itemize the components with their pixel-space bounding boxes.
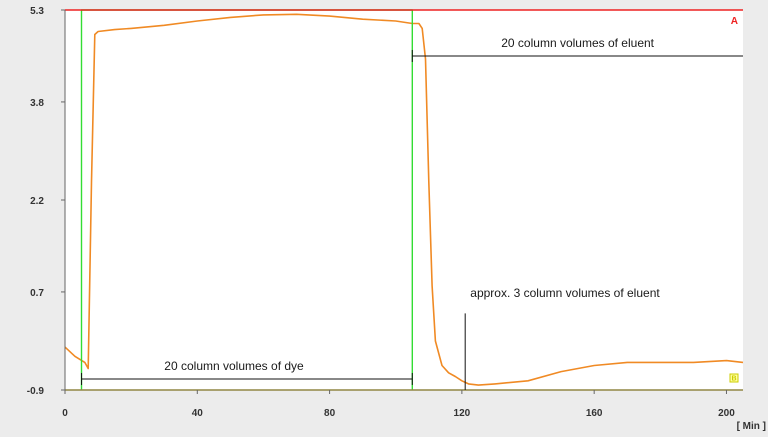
x-tick-label: 40 [192, 408, 204, 419]
x-tick-label: 200 [718, 408, 735, 419]
pointer-label: approx. 3 column volumes of eluent [470, 286, 660, 300]
y-tick-label: 2.2 [30, 196, 44, 207]
eluent-span-label: 20 column volumes of eluent [501, 36, 654, 50]
marker-a-label: A [731, 16, 738, 27]
marker-b-box [729, 373, 739, 383]
marker-b-label: B [731, 376, 736, 383]
y-tick-label: 5.3 [30, 6, 44, 17]
plot-area [65, 10, 743, 390]
x-unit-label: [ Min ] [737, 421, 766, 432]
dye-span-label: 20 column volumes of dye [164, 359, 304, 373]
x-tick-label: 120 [454, 408, 471, 419]
y-tick-label: -0.9 [27, 386, 45, 397]
x-tick-label: 0 [62, 408, 68, 419]
x-tick-label: 80 [324, 408, 336, 419]
y-tick-label: 0.7 [30, 288, 44, 299]
x-tick-label: 160 [586, 408, 603, 419]
y-tick-label: 3.8 [30, 98, 44, 109]
signal-trace-orange [64, 13, 744, 386]
